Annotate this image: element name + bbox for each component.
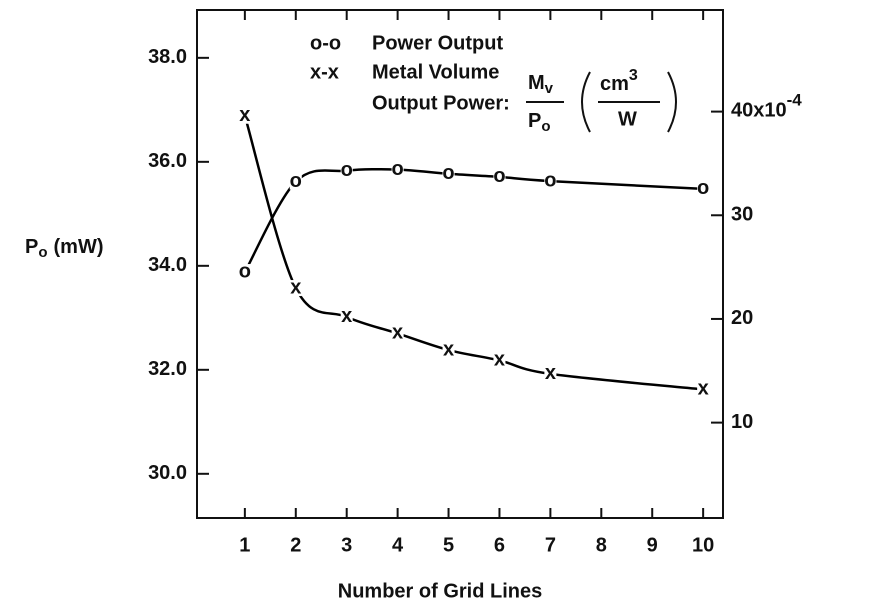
marker-bg [544,365,557,382]
legend-label: Power Output [372,32,503,54]
marker-bg [289,173,302,190]
y-tick-label: 30.0 [148,462,187,484]
x-tick-label: 3 [341,534,352,556]
y2-den: P [528,110,541,132]
y-tick-label: 38.0 [148,46,187,68]
marker-bg [340,162,353,179]
plot-frame [196,9,724,519]
marker-bg [391,325,404,342]
y2-unit-num: cm3 [600,67,638,95]
y-label-main: P [25,236,38,258]
point-marker: o [239,260,251,282]
marker-bg [442,165,455,182]
y-axis-label: Po (mW) [25,236,104,261]
point-marker: o [341,159,353,181]
y2-unit-den: W [618,108,637,130]
y2-tick-label: 30 [731,204,753,226]
point-marker: o [392,158,404,180]
marker-bg [697,180,710,197]
point-marker: x [290,276,301,298]
y2-tick-main: 40x10 [731,100,787,122]
point-marker: o [697,177,709,199]
x-tick-label: 5 [443,534,454,556]
y2-label-num: Mv [528,72,554,97]
marker-bg [340,308,353,325]
legend-symbol: o-o [310,32,341,54]
y-tick-label: 32.0 [148,358,187,380]
marker-bg [493,168,506,185]
x-tick-label: 7 [545,534,556,556]
y-tick-label: 34.0 [148,254,187,276]
marker-bg [442,342,455,359]
x-tick-label: 4 [392,534,404,556]
marker-bg [391,161,404,178]
series-line [243,115,704,391]
marker-bg [238,107,251,124]
marker-bg [544,173,557,190]
y-label-unit: (mW) [54,236,104,258]
y-tick-label: 36.0 [148,150,187,172]
paren-left [581,71,591,133]
y2-num: M [528,72,545,94]
point-marker: o [290,170,302,192]
y2-unit: cm [600,73,629,95]
point-marker: x [494,349,505,371]
point-marker: o [493,165,505,187]
point-marker: x [698,378,709,400]
point-marker: x [341,305,352,327]
marker-bg [289,280,302,297]
paren-right [667,71,677,133]
y2-den-sub: o [541,118,550,135]
y2-tick-label: 10 [731,411,753,433]
y-label-sub: o [38,244,47,261]
point-marker: o [544,169,556,191]
marker-bg [493,352,506,369]
marker-bg [697,381,710,398]
y2-label-den: Po [528,110,551,135]
x-tick-label: 6 [494,534,505,556]
y2-num-sub: v [545,80,554,97]
legend-symbol: x-x [310,61,339,83]
point-marker: x [443,338,454,360]
series-line [243,167,704,273]
y2-tick-label: 40x10-4 [731,91,802,122]
y2-unit-exp: 3 [629,67,638,84]
point-marker: x [392,322,403,344]
point-marker: x [239,104,250,126]
x-tick-label: 8 [596,534,607,556]
x-tick-label: 2 [290,534,301,556]
x-tick-label: 9 [647,534,658,556]
y2-tick-label: 20 [731,307,753,329]
legend-label: Metal Volume [372,61,499,83]
point-marker: x [545,362,556,384]
y2-tick-exp: -4 [787,91,803,110]
x-tick-label: 10 [692,534,714,556]
x-tick-label: 1 [239,534,250,556]
y2-label-prefix: Output Power: [372,92,510,114]
marker-bg [238,264,251,281]
point-marker: o [442,162,454,184]
x-axis-label: Number of Grid Lines [338,580,542,602]
